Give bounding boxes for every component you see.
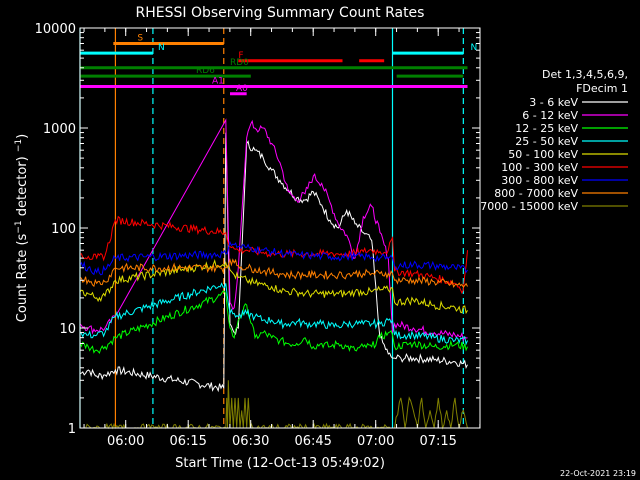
series-line-3	[79, 282, 468, 346]
flag-label-2: N	[471, 43, 478, 53]
flag-label-5: RD0	[230, 58, 249, 68]
x-tick-label-5: 07:15	[419, 434, 456, 449]
chart-title: RHESSI Observing Summary Count Rates	[136, 5, 425, 21]
flag-label-0: S	[137, 33, 143, 43]
y-tick-label-3: 1000	[43, 122, 76, 137]
series-line-4	[79, 258, 468, 315]
legend-label-0: 3 - 6 keV	[529, 96, 578, 109]
flag-label-3: F	[238, 51, 243, 61]
x-tick-label-1: 06:15	[169, 434, 206, 449]
y-tick-label-4: 10000	[35, 22, 76, 37]
footer-timestamp: 22-Oct-2021 23:19	[560, 469, 636, 478]
legend-label-2: 12 - 25 keV	[515, 122, 578, 135]
series-line-8	[80, 380, 468, 430]
x-tick-label-2: 06:30	[232, 434, 269, 449]
y-axis-label: Count Rate (s−1 detector) −1)	[14, 134, 30, 322]
y-tick-label-0: 1	[68, 422, 76, 437]
series-line-0	[79, 132, 468, 393]
series-lines	[79, 118, 468, 430]
series-line-5	[79, 215, 468, 294]
x-tick-label-4: 07:00	[357, 434, 394, 449]
flag-label-9: A0	[236, 84, 248, 94]
legend-title-line2: FDecim 1	[576, 82, 628, 95]
flag-label-8: A1	[212, 77, 224, 87]
legend-title-line1: Det 1,3,4,5,6,9,	[542, 68, 628, 81]
y-tick-label-1: 10	[59, 322, 76, 337]
series-line-6	[79, 240, 468, 276]
axes: 1 10 100 1000 10000 06:00 06:15 06:30 06:45 07:00…	[35, 22, 481, 449]
legend-label-8: 7000 - 15000 keV	[480, 200, 578, 213]
series-line-2	[79, 290, 468, 355]
series-line-7	[79, 258, 468, 288]
x-tick-label-3: 06:45	[294, 434, 331, 449]
legend-label-6: 300 - 800 keV	[501, 174, 578, 187]
legend-label-4: 50 - 100 keV	[508, 148, 578, 161]
legend-label-3: 25 - 50 keV	[515, 135, 578, 148]
legend-label-5: 100 - 300 keV	[501, 161, 578, 174]
legend-label-7: 800 - 7000 keV	[494, 187, 578, 200]
y-tick-label-2: 100	[51, 222, 76, 237]
legend-label-1: 6 - 12 keV	[522, 109, 578, 122]
x-tick-label-0: 06:00	[107, 434, 144, 449]
series-line-1	[79, 118, 468, 342]
flag-label-1: N	[158, 43, 165, 53]
x-axis-label: Start Time (12-Oct-13 05:49:02)	[175, 456, 385, 471]
flag-label-6: RD6	[196, 66, 215, 76]
